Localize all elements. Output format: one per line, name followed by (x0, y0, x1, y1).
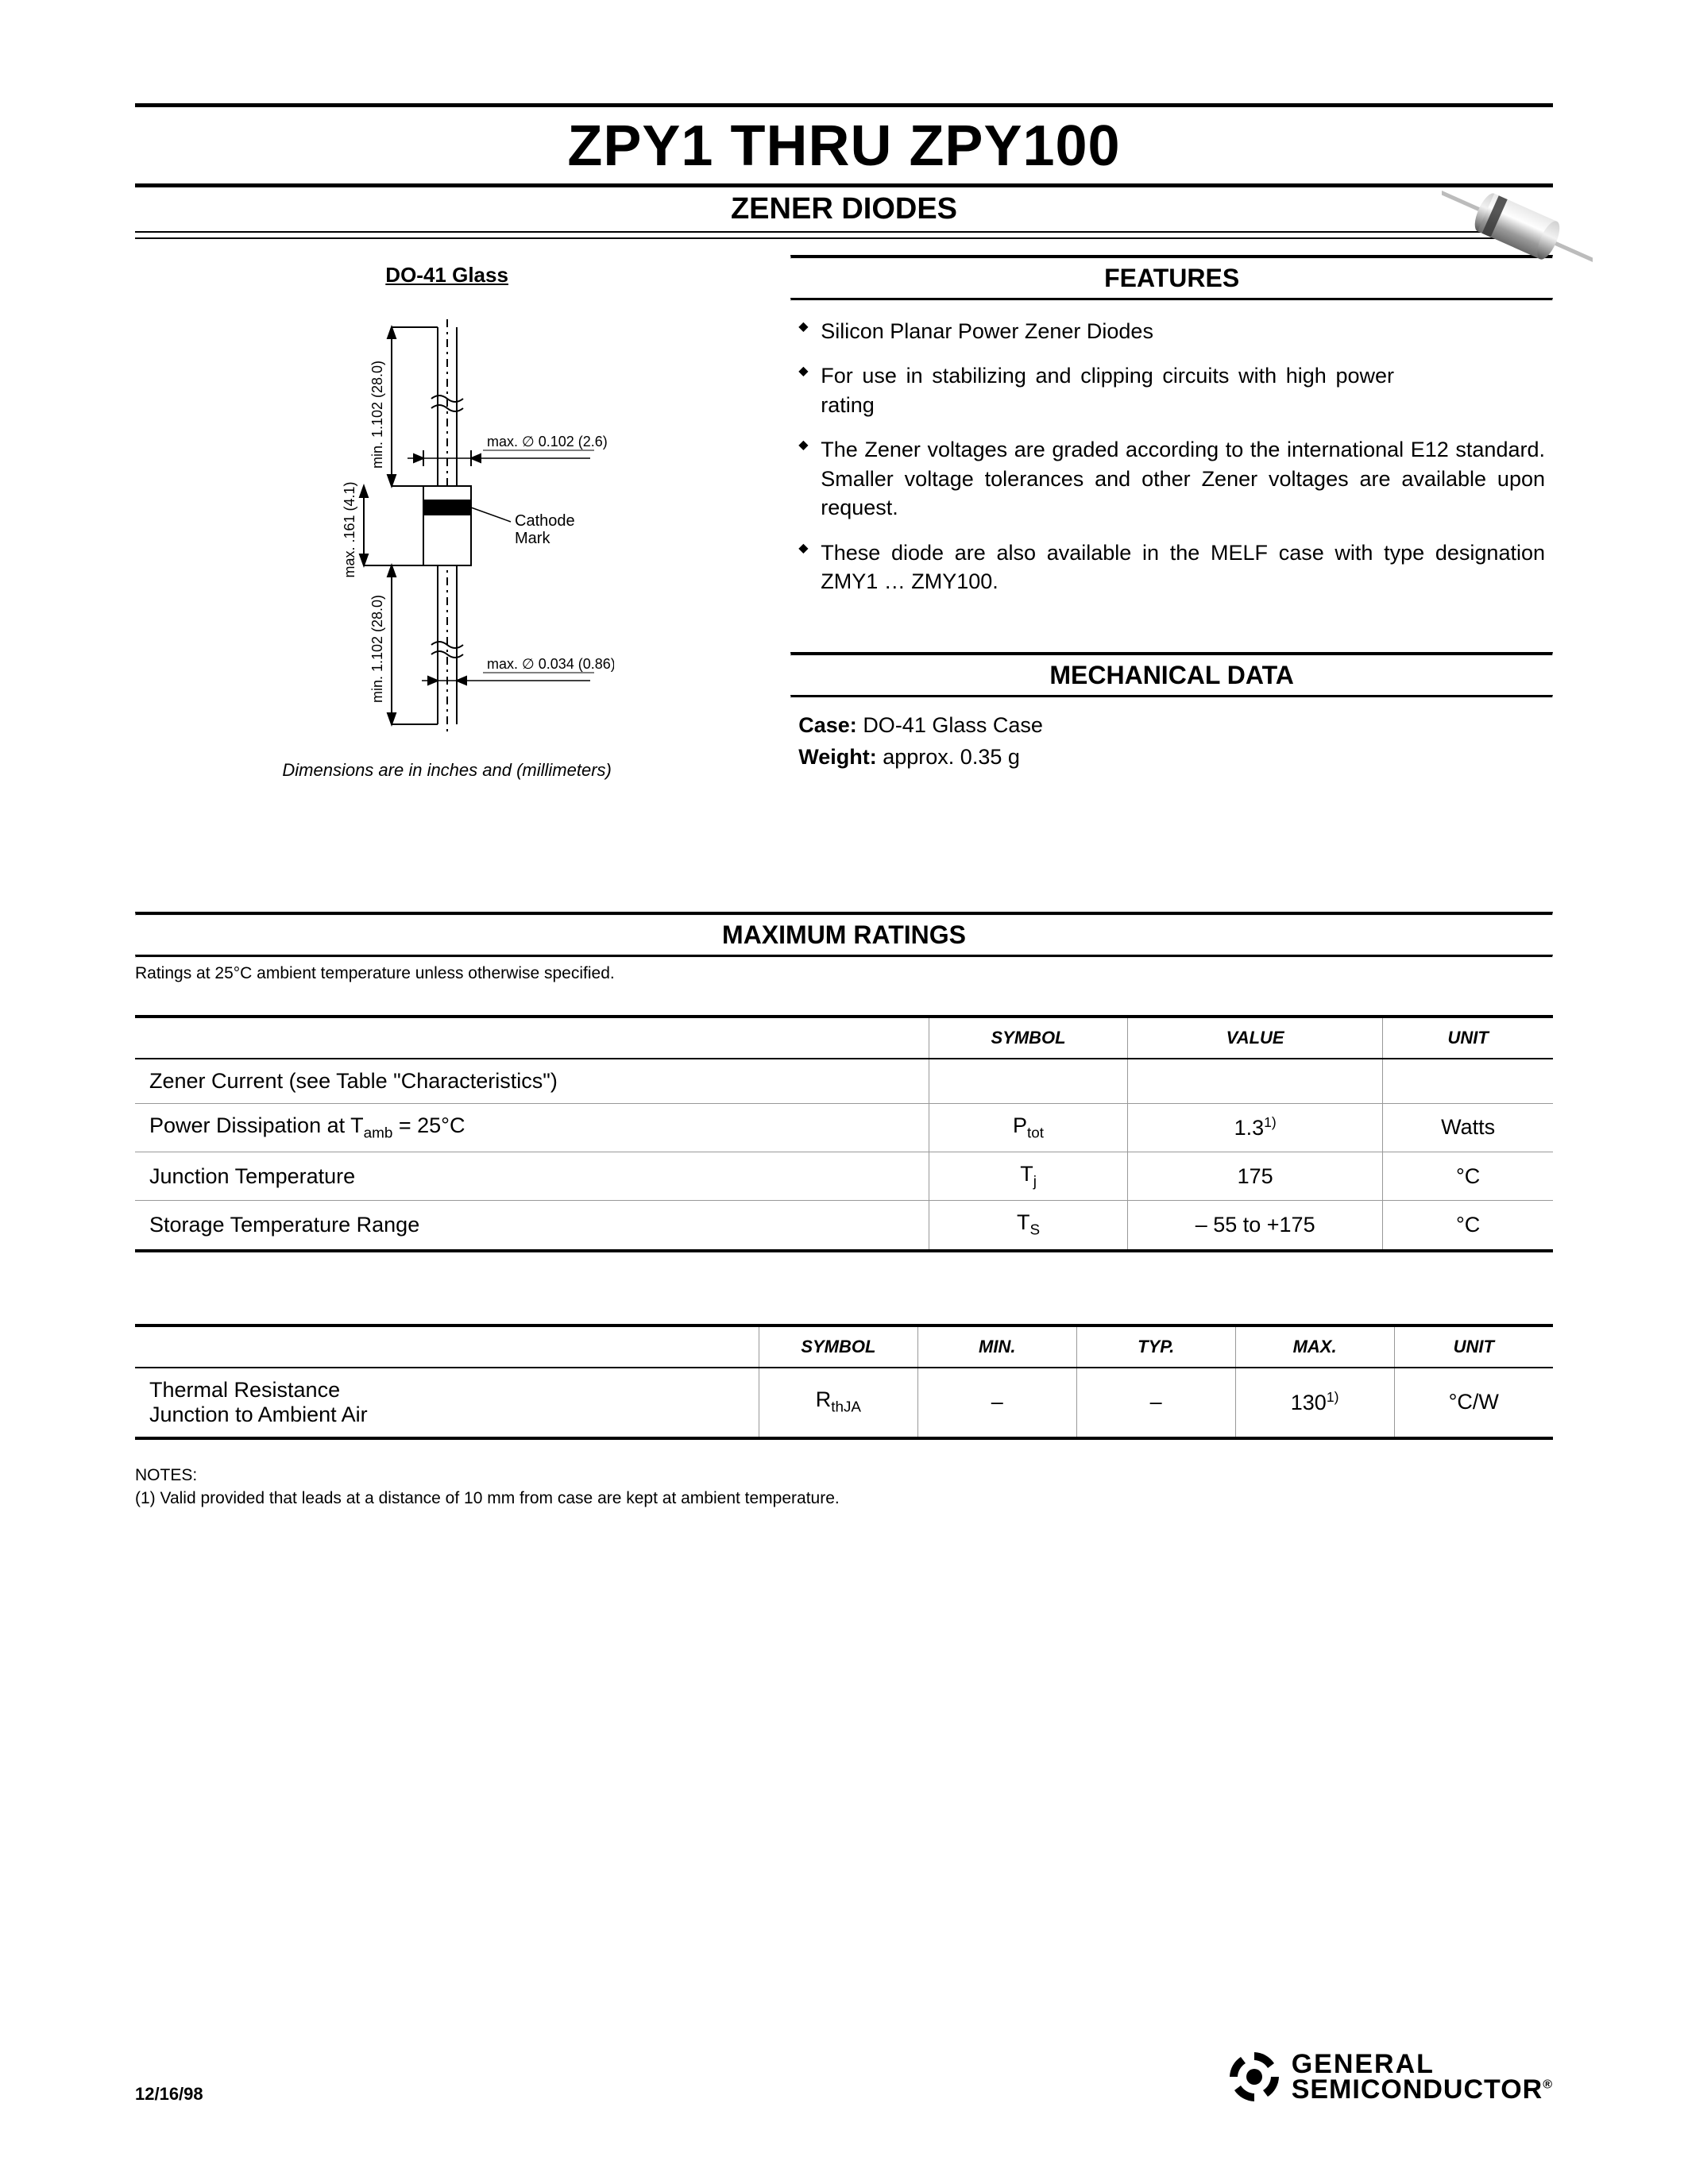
cell-symbol: TS (929, 1201, 1128, 1251)
dim-lead-length-top: min. 1.102 (28.0) (369, 361, 385, 469)
logo-registered: ® (1543, 2078, 1553, 2092)
component-image (1442, 171, 1593, 286)
note-1: (1) Valid provided that leads at a dista… (135, 1487, 1553, 1510)
page-title: ZPY1 THRU ZPY100 (135, 107, 1553, 183)
dim-body-dia: max. ∅ 0.102 (2.6) (487, 434, 608, 450)
features-list: Silicon Planar Power Zener Diodes For us… (790, 301, 1553, 620)
cell-param: Storage Temperature Range (135, 1201, 929, 1251)
feature-item: These diode are also available in the ME… (798, 538, 1545, 596)
package-diagram: min. 1.102 (28.0) max. .161 (4.1) min. 1… (135, 311, 759, 744)
cell-symbol (929, 1059, 1128, 1104)
table-header-row: SYMBOL MIN. TYP. MAX. UNIT (135, 1325, 1553, 1368)
dim-lead-length-bot: min. 1.102 (28.0) (369, 595, 385, 703)
table-row: Thermal Resistance Junction to Ambient A… (135, 1368, 1553, 1438)
cell-value: 1.31) (1128, 1103, 1383, 1152)
weight-value: approx. 0.35 g (883, 745, 1020, 769)
cell-param-line1: Thermal Resistance (149, 1378, 340, 1402)
cell-max: 1301) (1235, 1368, 1394, 1438)
footer-date: 12/16/98 (135, 2084, 203, 2105)
logo-icon (1226, 2049, 1282, 2105)
notes-block: NOTES: (1) Valid provided that leads at … (135, 1464, 1553, 1511)
cell-symbol: Tj (929, 1152, 1128, 1200)
thermal-table: SYMBOL MIN. TYP. MAX. UNIT Thermal Resis… (135, 1324, 1553, 1440)
cell-unit: Watts (1383, 1103, 1553, 1152)
cell-param: Power Dissipation at Tamb = 25°C (135, 1103, 929, 1152)
header-rule-bot2 (135, 237, 1553, 239)
cathode-label-1: Cathode (515, 512, 575, 530)
dim-lead-dia: max. ∅ 0.034 (0.86) (487, 656, 614, 672)
cell-param: Zener Current (see Table "Characteristic… (135, 1059, 929, 1104)
package-label: DO-41 Glass (135, 263, 759, 287)
cell-param-line2: Junction to Ambient Air (149, 1403, 368, 1426)
table-row: Junction Temperature Tj 175 °C (135, 1152, 1553, 1200)
col-value: VALUE (1128, 1017, 1383, 1059)
cell-unit: °C/W (1394, 1368, 1553, 1438)
upper-columns: DO-41 Glass (135, 255, 1553, 785)
right-column: FEATURES (790, 255, 1553, 785)
feature-item: For use in stabilizing and clipping circ… (798, 361, 1545, 419)
footer: 12/16/98 GENERAL SEMICONDUCTOR® (135, 2049, 1553, 2105)
col-param (135, 1325, 759, 1368)
case-value: DO-41 Glass Case (863, 713, 1043, 737)
cell-value: 175 (1128, 1152, 1383, 1200)
col-typ: TYP. (1076, 1325, 1235, 1368)
notes-label: NOTES: (135, 1464, 1553, 1487)
package-column: DO-41 Glass (135, 255, 759, 785)
cell-unit: °C (1383, 1152, 1553, 1200)
cell-value (1128, 1059, 1383, 1104)
mechanical-body: Case: DO-41 Glass Case Weight: approx. 0… (790, 698, 1553, 785)
feature-item: Silicon Planar Power Zener Diodes (798, 317, 1545, 345)
ratings-note: Ratings at 25°C ambient temperature unle… (135, 958, 1553, 1015)
cell-symbol: RthJA (759, 1368, 917, 1438)
weight-label: Weight: (798, 745, 876, 769)
col-min: MIN. (917, 1325, 1076, 1368)
cell-param: Junction Temperature (135, 1152, 929, 1200)
col-max: MAX. (1235, 1325, 1394, 1368)
table-row: Storage Temperature Range TS – 55 to +17… (135, 1201, 1553, 1251)
cell-typ: – (1076, 1368, 1235, 1438)
company-logo: GENERAL SEMICONDUCTOR® (1226, 2049, 1553, 2105)
features-heading: FEATURES (790, 259, 1553, 298)
header-rule-bot1 (135, 231, 1553, 233)
col-symbol: SYMBOL (929, 1017, 1128, 1059)
cell-min: – (917, 1368, 1076, 1438)
mechanical-heading: MECHANICAL DATA (790, 656, 1553, 695)
case-label: Case: (798, 713, 857, 737)
cell-symbol: Ptot (929, 1103, 1128, 1152)
max-ratings-heading: MAXIMUM RATINGS (135, 916, 1553, 955)
col-param (135, 1017, 929, 1059)
logo-text: GENERAL SEMICONDUCTOR® (1292, 2051, 1553, 2103)
cell-param: Thermal Resistance Junction to Ambient A… (135, 1368, 759, 1438)
logo-line2: SEMICONDUCTOR (1292, 2074, 1543, 2105)
page-subtitle: ZENER DIODES (135, 187, 1553, 231)
feature-item: The Zener voltages are graded according … (798, 435, 1545, 522)
col-unit: UNIT (1383, 1017, 1553, 1059)
cell-unit: °C (1383, 1201, 1553, 1251)
col-symbol: SYMBOL (759, 1325, 917, 1368)
diagram-caption: Dimensions are in inches and (millimeter… (135, 760, 759, 781)
dim-body-length: max. .161 (4.1) (342, 481, 357, 577)
table-header-row: SYMBOL VALUE UNIT (135, 1017, 1553, 1059)
max-ratings-table: SYMBOL VALUE UNIT Zener Current (see Tab… (135, 1015, 1553, 1252)
col-unit: UNIT (1394, 1325, 1553, 1368)
cell-unit (1383, 1059, 1553, 1104)
table-row: Zener Current (see Table "Characteristic… (135, 1059, 1553, 1104)
table-row: Power Dissipation at Tamb = 25°C Ptot 1.… (135, 1103, 1553, 1152)
max-ratings-section: MAXIMUM RATINGS Ratings at 25°C ambient … (135, 912, 1553, 1511)
cell-value: – 55 to +175 (1128, 1201, 1383, 1251)
cathode-label-2: Mark (515, 530, 550, 547)
